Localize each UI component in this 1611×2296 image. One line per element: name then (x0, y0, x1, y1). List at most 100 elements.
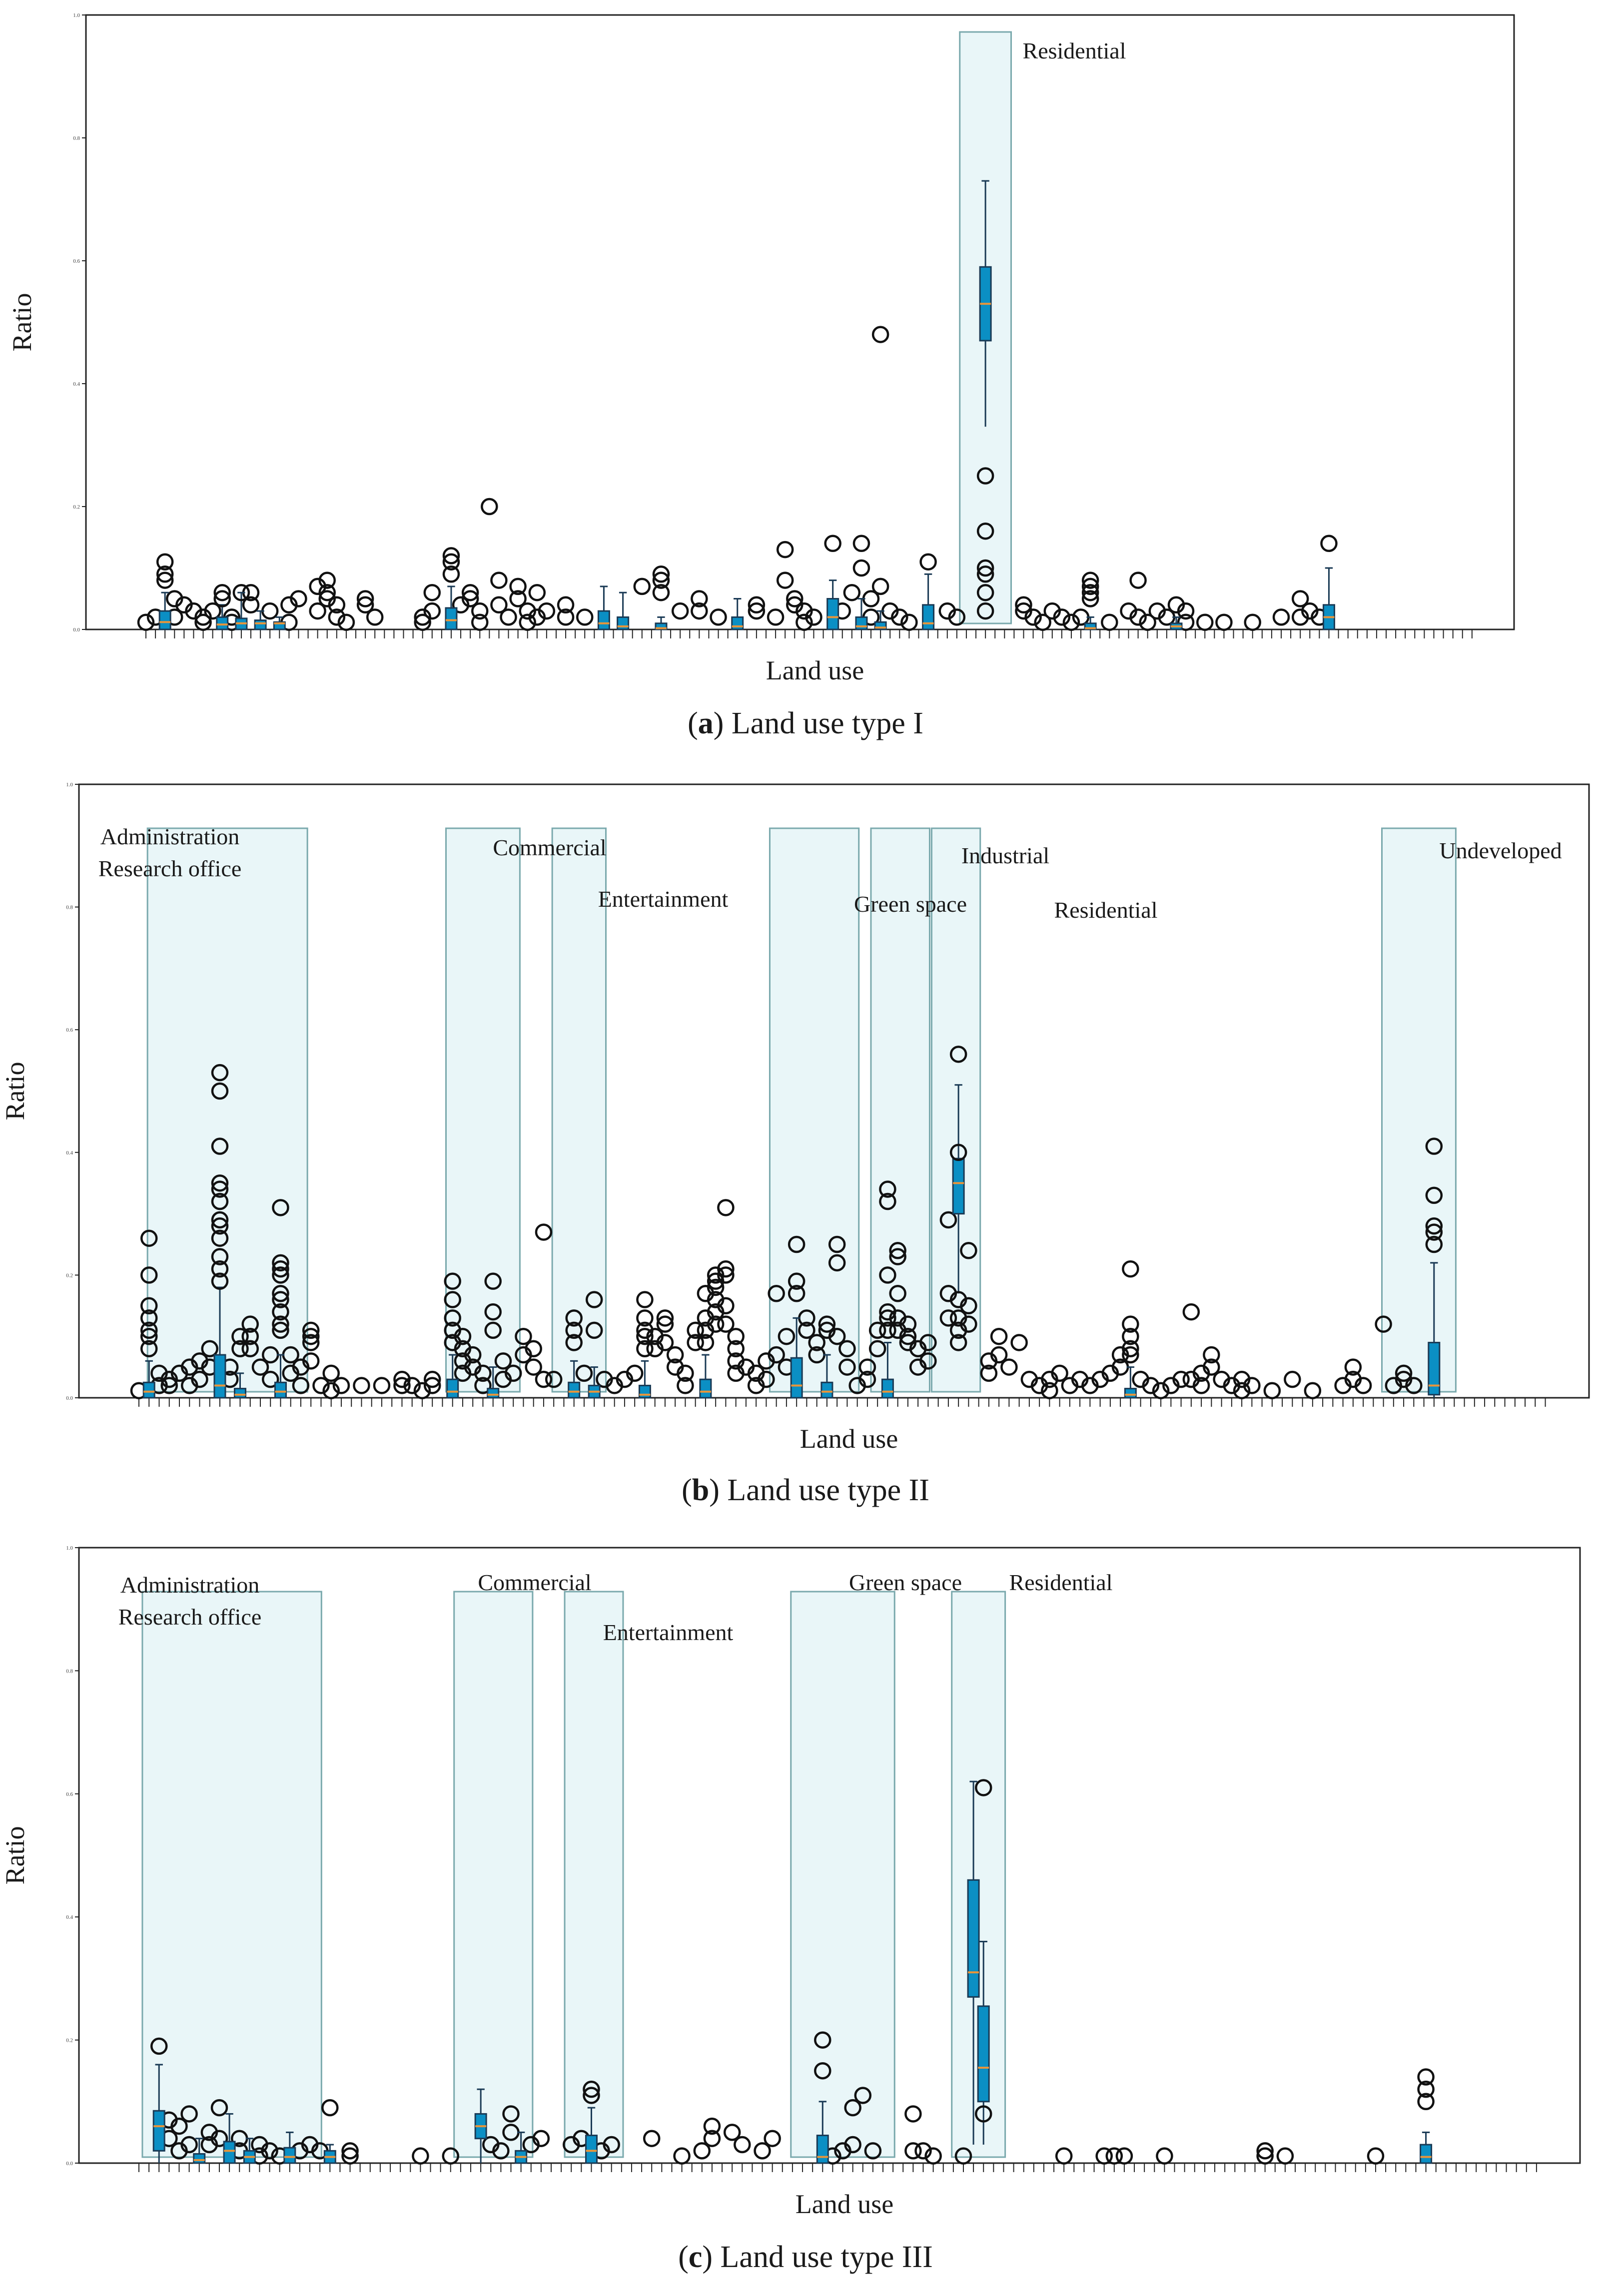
y-tick-label: 0.4 (66, 1150, 73, 1156)
outlier-point (1203, 1346, 1220, 1364)
outlier-point (748, 602, 766, 620)
highlight-label: Commercial (493, 835, 606, 860)
flier-point (1425, 1223, 1443, 1241)
outlier-point (423, 1370, 441, 1388)
flier-point (232, 583, 250, 601)
outlier-point (180, 2105, 198, 2123)
outlier-point (677, 1377, 694, 1394)
outlier-point (341, 2147, 359, 2165)
outlier-point (318, 572, 336, 589)
outlier-point (1041, 1382, 1058, 1399)
outlier-point (656, 1309, 674, 1327)
outlier-point (337, 613, 355, 631)
flier-point (824, 535, 841, 553)
outlier-point (899, 1327, 917, 1345)
outlier-point (210, 2099, 228, 2117)
flier-point (156, 566, 174, 583)
flier-point (1417, 2068, 1435, 2086)
outlier-point (312, 1377, 330, 1394)
outlier-point (904, 2142, 922, 2160)
flier-point (919, 553, 937, 571)
outlier-point (844, 2099, 861, 2117)
outlier-point (241, 1327, 259, 1345)
box (213, 1354, 226, 1399)
outlier-point (1263, 1382, 1281, 1399)
outlier-point (710, 608, 727, 626)
outlier-point (1395, 1364, 1413, 1382)
outlier-point (805, 608, 822, 626)
outlier-point (764, 2130, 781, 2147)
outlier-point (290, 590, 307, 607)
box (152, 2110, 165, 2152)
outlier-point (687, 1321, 704, 1339)
flier-point (652, 572, 670, 589)
y-tick-label: 0.0 (73, 627, 80, 633)
flier-point (211, 1180, 229, 1198)
box (233, 1388, 246, 1399)
outlier-point (889, 1284, 906, 1302)
flier-point (140, 1321, 158, 1339)
highlight-label: Entertainment (603, 1620, 734, 1645)
panel-c: 0.0 0.2 0.4 0.6 0.8 1.0 Ratio Land use Administr… (0, 1545, 1581, 2274)
outlier-point (1055, 2147, 1073, 2165)
flier-point (976, 583, 994, 601)
outlier-point (500, 608, 517, 626)
y-tick-label: 0.6 (73, 258, 80, 264)
flier-point (444, 1321, 461, 1339)
y-axis-title: Ratio (7, 293, 37, 352)
flier-point (1081, 583, 1099, 601)
box (283, 2147, 296, 2164)
outlier-point (515, 1327, 532, 1345)
box (446, 1378, 459, 1399)
flier-point (1167, 596, 1185, 614)
outlier-point (727, 1340, 745, 1358)
outlier-point (1053, 608, 1071, 626)
y-tick-label: 0.4 (66, 1914, 73, 1920)
flier-point (156, 572, 174, 589)
outlier-point (703, 2117, 721, 2135)
flier-point (442, 547, 460, 565)
flier-point (1417, 2093, 1435, 2111)
highlight-band (141, 1591, 322, 2158)
outlier-point (691, 590, 708, 607)
panel-caption: (b) Land use type II (682, 1473, 929, 1507)
outlier-point (576, 608, 594, 626)
outlier-point (838, 1340, 856, 1358)
outlier-point (858, 1358, 876, 1376)
flier-point (272, 1291, 289, 1308)
box (790, 1357, 803, 1399)
flier-point (484, 1272, 502, 1290)
outlier-point (796, 613, 813, 631)
flier-point (272, 1321, 289, 1339)
outlier-point (776, 572, 794, 589)
outlier-point (1156, 2147, 1173, 2165)
outlier-point (557, 596, 575, 614)
outlier-point (474, 1377, 492, 1394)
highlight-band (564, 1591, 624, 2158)
flier-point (1081, 577, 1099, 595)
outlier-point (302, 1334, 320, 1351)
outlier-point (322, 1382, 340, 1399)
flier-point (140, 1340, 158, 1358)
outlier-point (717, 1297, 735, 1315)
highlight-label: Administration Research office (98, 824, 242, 881)
flier-point (565, 1334, 583, 1351)
flier-point (211, 1272, 229, 1290)
outlier-point (509, 577, 527, 595)
outlier-point (309, 602, 326, 620)
outlier-point (414, 613, 431, 631)
outlier-point (843, 583, 861, 601)
outlier-point (356, 596, 374, 614)
outlier-point (191, 1370, 208, 1388)
outlier-point (767, 608, 785, 626)
outlier-point (1276, 2147, 1294, 2165)
outlier-point (525, 1340, 542, 1358)
flier-point (211, 1260, 229, 1278)
outlier-point (461, 590, 479, 607)
outlier-point (768, 1284, 785, 1302)
outlier-point (723, 2124, 741, 2141)
flier-point (583, 2080, 600, 2098)
outlier-point (201, 1340, 218, 1358)
outlier-point (366, 608, 384, 626)
flier-point (697, 1334, 715, 1351)
